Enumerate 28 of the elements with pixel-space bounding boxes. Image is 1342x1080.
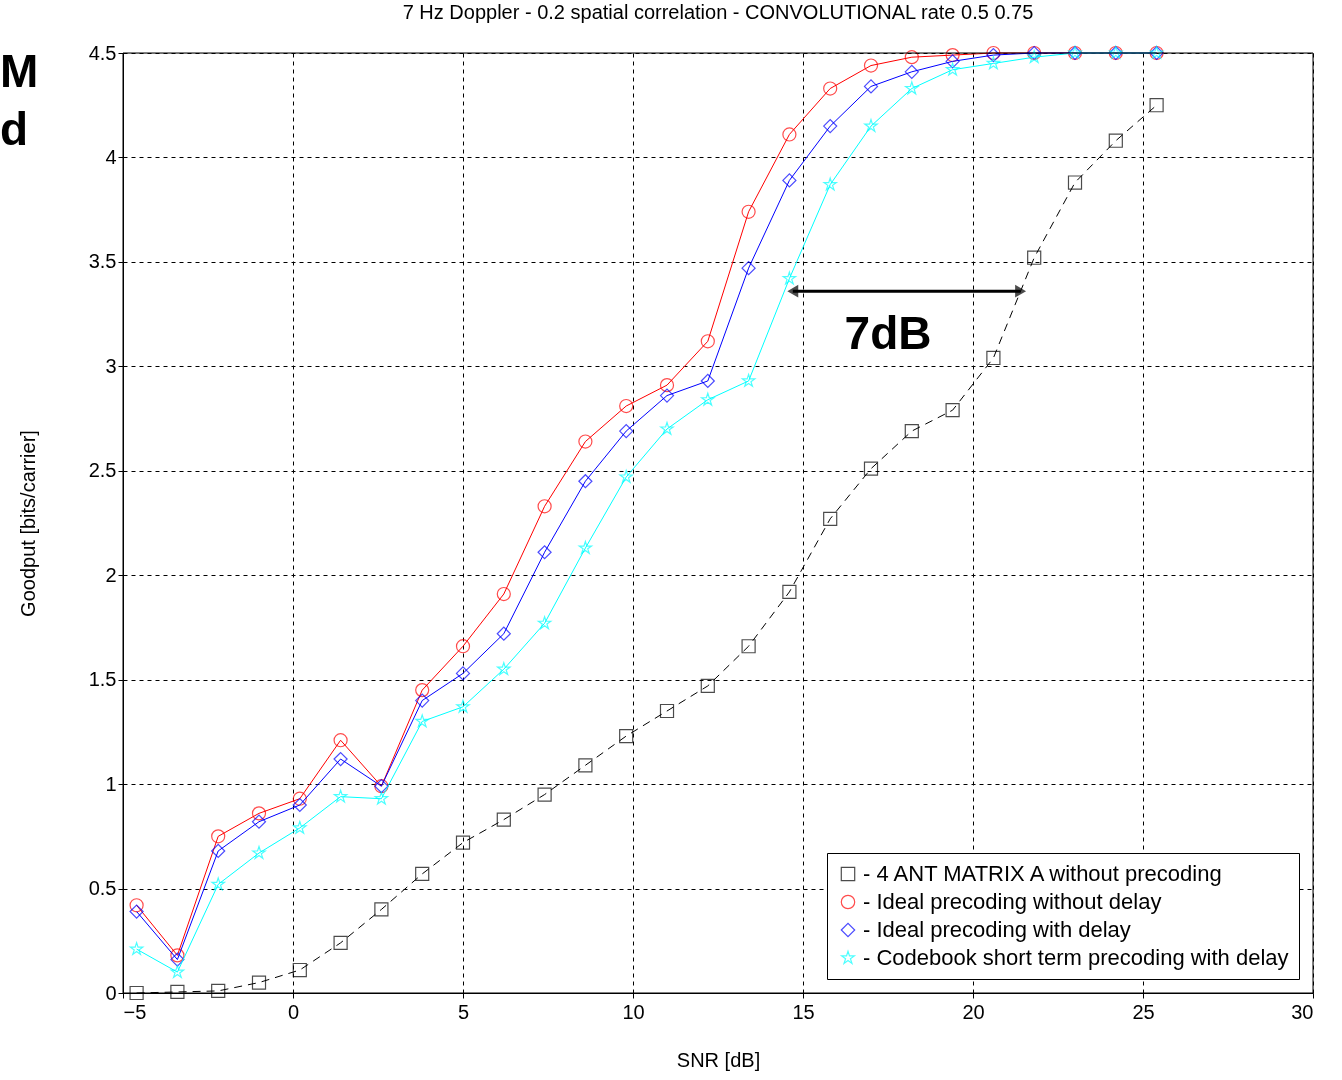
y-tick-label: 2	[105, 563, 117, 586]
y-tick-label: 2.5	[88, 459, 117, 482]
x-tick-label: 5	[457, 1000, 470, 1023]
x-tick-label: 0	[287, 1000, 300, 1023]
x-tick-label: 20	[962, 1000, 985, 1023]
x-tick-label: 25	[1132, 1000, 1155, 1023]
y-tick-label: 0	[105, 981, 117, 1004]
legend-label: - 4 ANT MATRIX A without precoding	[863, 861, 1222, 886]
y-tick-label: 3	[105, 354, 117, 377]
chart-title: 7 Hz Doppler - 0.2 spatial correlation - CONVOLUTIONAL rate 0.5 0.75	[402, 1, 1034, 23]
y-tick-label: 1.5	[88, 668, 117, 691]
legend-label: - Ideal precoding with delay	[863, 917, 1131, 942]
y-tick-label: 0.5	[88, 877, 117, 900]
x-tick-label: 30	[1291, 1000, 1314, 1023]
text: d	[0, 103, 29, 155]
x-tick-label: −5	[123, 1000, 147, 1023]
y-tick-label: 3.5	[88, 250, 117, 273]
x-tick-label: 15	[792, 1000, 815, 1023]
y-tick-label: 1	[105, 772, 117, 795]
legend-label: - Codebook short term precoding with delay	[863, 945, 1289, 970]
x-tick-label: 10	[622, 1000, 645, 1023]
annotation: 7dB	[844, 307, 932, 359]
y-axis-title: Goodput [bits/carrier]	[16, 430, 39, 617]
y-tick-label: 4	[105, 145, 117, 168]
y-tick-label: 4.5	[88, 41, 117, 64]
x-axis-title: SNR [dB]	[676, 1048, 761, 1071]
text: M	[0, 45, 39, 97]
legend-label: - Ideal precoding without delay	[863, 889, 1162, 914]
